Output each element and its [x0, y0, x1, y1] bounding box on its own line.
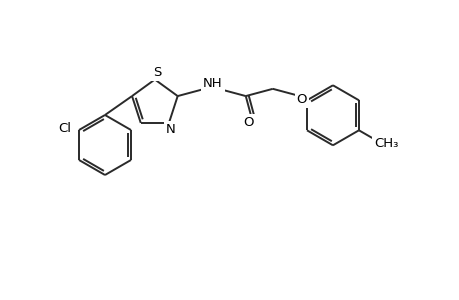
Text: CH₃: CH₃ [373, 137, 397, 150]
Text: N: N [166, 123, 175, 136]
Text: Cl: Cl [58, 122, 71, 134]
Text: O: O [243, 116, 254, 129]
Text: S: S [152, 66, 161, 79]
Text: NH: NH [202, 77, 222, 90]
Text: O: O [296, 93, 307, 106]
